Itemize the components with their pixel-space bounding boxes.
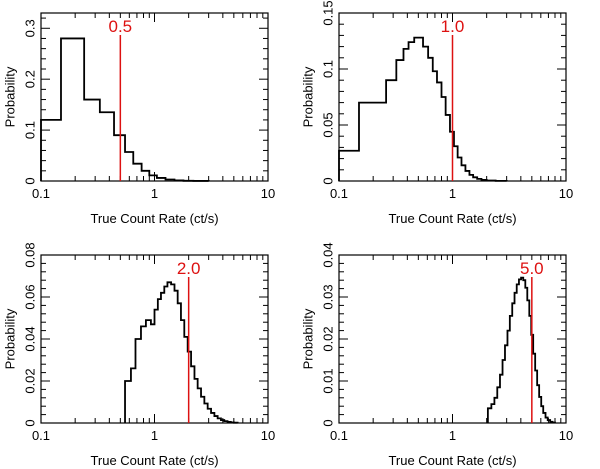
x-tick-label: 0.1 [32,428,50,443]
plot-frame [40,254,269,424]
y-axis-label: Probability [2,66,17,127]
y-tick-label: 0.03 [320,284,335,309]
x-tick-label: 10 [261,186,275,201]
panel-4: 0.1 1 10 0 0.01 0.02 0.03 0.04 True Count Rate (… [300,242,573,468]
panel-2: 0.1 1 10 0 0.05 0.1 0.15 True Count Rate (ct/s)… [300,0,573,226]
y-tick-label: 0.15 [320,0,335,25]
y-tick-label: 0.08 [22,242,37,267]
histogram-series [40,37,210,182]
panel-3: 0.1 1 10 0 0.02 0.04 0.06 0.08 True Count Rate (… [2,242,275,468]
y-axis-label: Probability [2,308,17,369]
y-axis-label: Probability [300,66,315,127]
x-tick-label: 1 [151,186,158,201]
y-tick-label: 0.2 [22,70,37,88]
marker-label: 2.0 [177,259,201,278]
y-tick-label: 0 [320,177,335,184]
y-tick-label: 0.05 [320,112,335,137]
x-tick-label: 10 [559,428,573,443]
histogram-series [486,276,556,424]
x-tick-label: 0.1 [330,186,348,201]
marker-label: 5.0 [520,259,544,278]
x-axis-label: True Count Rate (ct/s) [388,211,516,226]
y-tick-label: 0.04 [22,326,37,351]
x-axis-label: True Count Rate (ct/s) [90,453,218,468]
histogram-series [338,36,508,182]
marker-label: 1.0 [441,17,465,36]
marker-label: 0.5 [109,17,133,36]
x-tick-label: 0.1 [32,186,50,201]
x-tick-label: 1 [449,428,456,443]
x-axis-label: True Count Rate (ct/s) [90,211,218,226]
y-tick-label: 0.1 [320,60,335,78]
y-tick-label: 0.02 [22,368,37,393]
y-tick-label: 0.1 [22,121,37,139]
panel-1: 0.1 1 10 0 0.1 0.2 0.3 True Count Rate (ct/s) Pr… [2,12,275,226]
y-axis-label: Probability [300,308,315,369]
y-tick-label: 0.06 [22,284,37,309]
x-tick-label: 0.1 [330,428,348,443]
x-tick-label: 1 [151,428,158,443]
y-tick-label: 0.02 [320,326,335,351]
x-tick-label: 10 [559,186,573,201]
histogram-series [124,281,239,424]
x-axis-label: True Count Rate (ct/s) [388,453,516,468]
x-tick-label: 1 [449,186,456,201]
y-tick-label: 0 [22,419,37,426]
y-tick-label: 0.3 [22,19,37,37]
y-tick-label: 0 [22,177,37,184]
y-tick-label: 0 [320,419,335,426]
y-tick-label: 0.01 [320,368,335,393]
y-tick-label: 0.04 [320,242,335,267]
x-tick-label: 10 [261,428,275,443]
